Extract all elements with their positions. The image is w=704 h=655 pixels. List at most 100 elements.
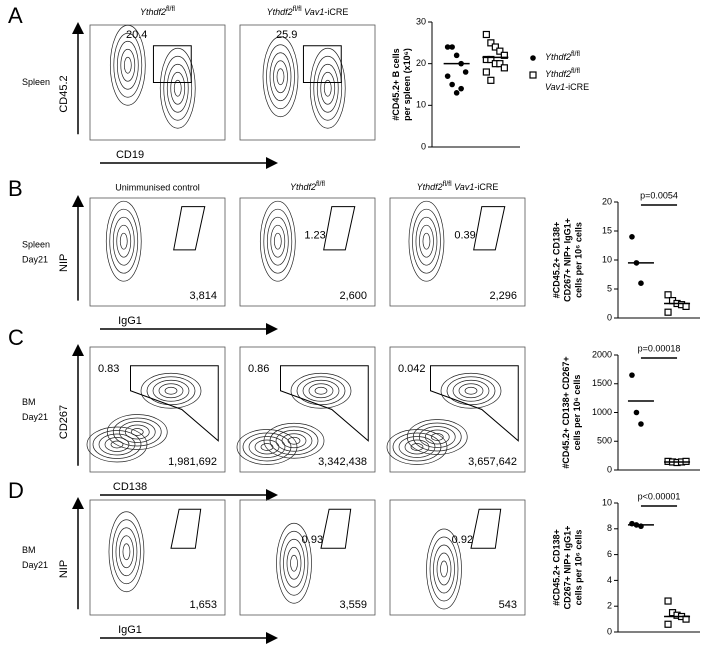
contour xyxy=(275,429,313,452)
data-point xyxy=(638,280,644,287)
genotype-part: -iCRE xyxy=(565,82,589,92)
contour xyxy=(260,443,274,451)
y-marker-label: CD267 xyxy=(58,405,70,439)
y-tick-label: 1000 xyxy=(592,407,612,417)
gate xyxy=(152,45,192,83)
data-point xyxy=(496,47,504,55)
contour xyxy=(105,200,142,282)
contour xyxy=(279,530,309,596)
genotype-label: Vav1-iCRE xyxy=(545,82,589,92)
x-marker-label: IgG1 xyxy=(118,315,142,327)
genotype-part: Ythdf2 xyxy=(290,182,316,192)
contour xyxy=(426,528,462,610)
y-tick-label: 10 xyxy=(602,497,612,507)
contour xyxy=(159,47,196,129)
contour xyxy=(113,32,143,98)
contour xyxy=(433,544,455,594)
contour xyxy=(313,55,343,121)
contour xyxy=(404,439,430,455)
contour xyxy=(302,379,340,402)
event-count: 1,653 xyxy=(189,599,217,611)
gate xyxy=(173,206,206,251)
contour xyxy=(152,379,190,402)
flow-plot-frame xyxy=(89,499,226,616)
contour xyxy=(98,433,136,456)
data-point xyxy=(482,68,490,76)
data-point xyxy=(638,421,644,427)
contour xyxy=(386,429,448,465)
x-marker-label: IgG1 xyxy=(118,624,142,636)
genotype-part: -iCRE xyxy=(324,7,348,17)
genotype-label: Ythdf2fl/fl xyxy=(140,6,175,17)
contour xyxy=(424,429,450,445)
y-tick-label: 0 xyxy=(607,626,612,636)
contour xyxy=(415,216,438,266)
y-tick-label: 0 xyxy=(421,141,426,151)
y-tick-label: 4 xyxy=(607,575,612,585)
data-point xyxy=(664,308,672,316)
genotype-label: Ythdf2fl/fl Vav1-iCRE xyxy=(417,181,499,192)
contour xyxy=(263,208,293,274)
gate-percent: 1.23 xyxy=(304,230,325,242)
y-tick-label: 1500 xyxy=(592,378,612,388)
data-point xyxy=(458,85,464,92)
panel-letter: C xyxy=(8,325,24,350)
x-marker-label: CD138 xyxy=(113,481,147,493)
plot-header: Unimmunised control xyxy=(115,182,200,192)
y-tick-label: 5 xyxy=(607,283,612,293)
contour xyxy=(108,511,145,593)
genotype-part: Vav1 xyxy=(545,82,565,92)
contour xyxy=(158,383,184,399)
flow-plot-frame xyxy=(389,499,526,616)
p-value: p<0.00001 xyxy=(638,491,681,501)
contour xyxy=(266,216,289,266)
contour xyxy=(290,554,298,572)
gate xyxy=(170,508,202,549)
y-tick-label: 10 xyxy=(602,254,612,264)
panel-letter: D xyxy=(8,478,24,503)
y-tick-label: 500 xyxy=(597,436,612,446)
y-tick-label: 10 xyxy=(416,100,426,110)
contour xyxy=(273,60,288,94)
p-value: p=0.0054 xyxy=(640,190,678,200)
contour xyxy=(429,536,459,602)
contour xyxy=(308,383,334,399)
contour xyxy=(118,421,156,443)
flow-plot-frame xyxy=(89,197,226,307)
contour xyxy=(122,543,131,561)
data-point xyxy=(453,90,460,96)
y-tick-label: 20 xyxy=(602,196,612,206)
y-tick-label: 20 xyxy=(416,58,426,68)
contour xyxy=(262,36,299,118)
contour xyxy=(170,71,186,105)
contour xyxy=(286,546,302,580)
contour xyxy=(422,232,431,250)
y-marker-label: CD45.2 xyxy=(58,75,70,112)
contour xyxy=(276,522,312,604)
data-point xyxy=(664,620,672,628)
y-tick-label: 15 xyxy=(602,225,612,235)
event-count: 543 xyxy=(499,599,517,611)
contour xyxy=(109,208,139,274)
y-axis-label: cells per 10⁶ cells xyxy=(572,375,582,451)
y-marker-label: NIP xyxy=(58,254,70,272)
contour xyxy=(419,224,434,258)
data-point xyxy=(682,302,690,310)
gate-percent: 25.9 xyxy=(276,29,297,41)
legend-marker xyxy=(529,71,537,79)
contour xyxy=(116,224,132,258)
y-axis-label: CD267+ NIP+ IgG1+ xyxy=(562,526,572,610)
gate-percent: 0.93 xyxy=(302,534,323,546)
data-point xyxy=(487,76,495,84)
genotype-part: fl/fl xyxy=(443,181,452,188)
data-point xyxy=(449,81,455,88)
tissue-label: BM xyxy=(22,545,36,555)
contour xyxy=(316,63,339,113)
x-marker-label: CD19 xyxy=(116,149,144,161)
tissue-label: Spleen xyxy=(22,239,50,249)
genotype-part: Ythdf2 xyxy=(417,182,443,192)
gate-percent: 0.86 xyxy=(248,363,269,375)
y-axis-label: cells per 10⁶ cells xyxy=(573,530,583,606)
contour xyxy=(166,63,189,113)
contour xyxy=(440,560,448,578)
